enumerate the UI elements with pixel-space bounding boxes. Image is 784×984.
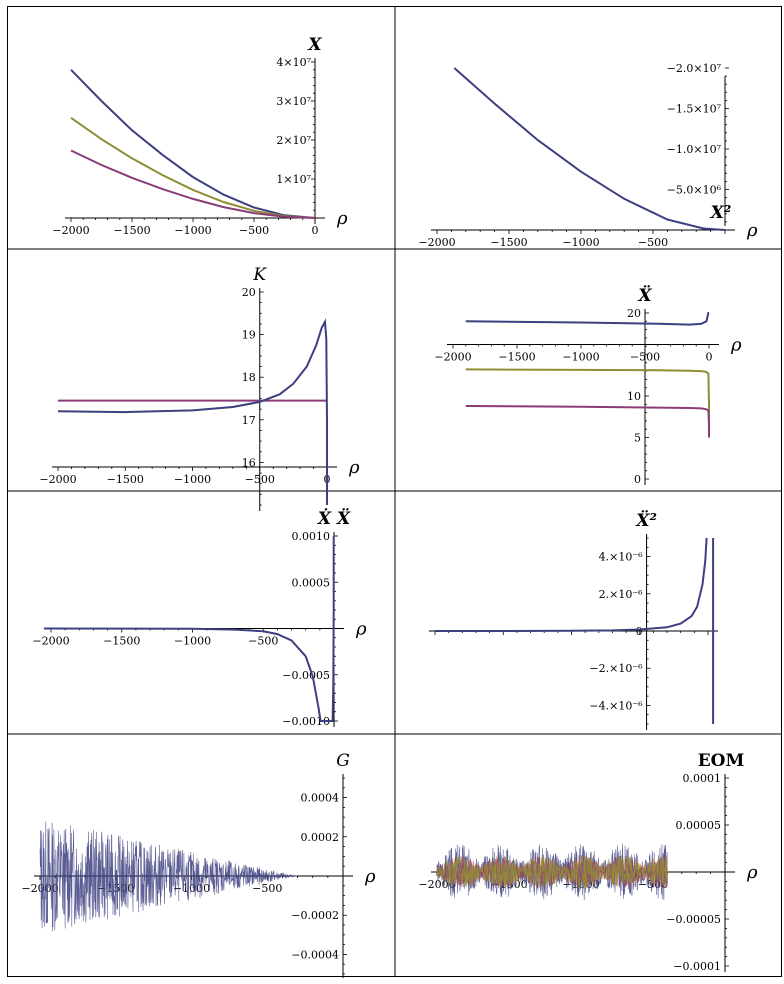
series-blue (435, 537, 708, 632)
x-axis-label: ρ (364, 866, 376, 887)
x-tick-label: −1500 (498, 351, 535, 364)
x-tick-label: −2000 (434, 351, 471, 364)
series-olive (465, 368, 710, 434)
chart-title: EOM (698, 751, 745, 771)
x-tick-label: 0 (706, 351, 713, 364)
x-tick-label: −1000 (562, 351, 599, 364)
y-tick-label: −5.0×10⁶ (667, 184, 722, 197)
x-tick-label: −2000 (52, 224, 89, 237)
y-tick-label: 2.×10⁻⁶ (599, 588, 644, 601)
y-tick-label: 0 (634, 473, 641, 486)
x-tick-label: −1500 (103, 635, 140, 648)
y-tick-label: 17 (242, 414, 256, 427)
x-tick-label: −500 (252, 882, 282, 895)
y-tick-label: −0.0002 (291, 909, 339, 922)
series-olive (70, 116, 316, 219)
x-tick-label: −500 (638, 236, 668, 249)
x-axis-label: ρ (336, 208, 348, 229)
y-tick-label: 1×10⁷ (276, 173, 311, 186)
series-blue (453, 67, 726, 231)
series-purple (70, 149, 316, 219)
y-tick-label: −0.0001 (673, 960, 721, 973)
x-tick-label: −2000 (39, 473, 76, 486)
x-axis-label: ρ (746, 862, 758, 883)
y-tick-label: 0.0001 (683, 772, 722, 785)
y-tick-label: −0.0005 (282, 669, 330, 682)
chart-title: Ẋ Ẍ (317, 508, 351, 529)
y-tick-label: −1.0×10⁷ (667, 143, 722, 156)
x-tick-label: −1000 (174, 635, 211, 648)
plot-x-dot-x-ddot: −2000 −1500 −1000 −500 0.0010 0.0005 −0.0005 −0… (32, 508, 367, 728)
series-blue (70, 69, 316, 219)
noise-trace (436, 855, 668, 889)
x-axis-label: ρ (355, 619, 367, 640)
y-tick-label: 0.0004 (301, 792, 340, 805)
x-tick-label: −2000 (32, 635, 69, 648)
y-tick-label: 3×10⁷ (276, 95, 311, 108)
y-tick-label: −0.00005 (666, 913, 721, 926)
series-blue (43, 536, 335, 722)
y-tick-label: 20 (242, 286, 256, 299)
y-tick-label: 0 (636, 625, 643, 638)
x-tick-label: −1000 (174, 224, 211, 237)
y-tick-label: 18 (242, 371, 256, 384)
y-tick-label: 4.×10⁻⁶ (599, 551, 644, 564)
y-tick-label: 4×10⁷ (276, 56, 311, 69)
x-tick-label: −500 (248, 635, 278, 648)
plot-x: −2000 −1500 −1000 −500 0 1×10⁷ 2×10⁷ 3×10⁷ 4×10⁷… (52, 35, 348, 237)
y-tick-label: 19 (242, 329, 256, 342)
y-tick-label: −0.0010 (282, 715, 330, 728)
y-tick-label: 5 (634, 432, 641, 445)
plot-eom: −2000 −1500 −1000 −5000.00010.00005−0.00005… (418, 751, 758, 973)
plot-x-squared: −2000 −1500 −1000 −500 −5.0×10⁶ −1.0×10⁷ −1.5×… (418, 62, 758, 249)
x-axis-label: ρ (348, 457, 360, 478)
chart-title: X (307, 35, 322, 55)
chart-title: Ẍ (637, 285, 652, 306)
chart-title: Ẍ² (635, 510, 657, 531)
y-tick-label: 0.00005 (676, 819, 722, 832)
y-tick-label: −2.×10⁻⁶ (589, 662, 643, 675)
x-tick-label: −1000 (174, 473, 211, 486)
x-tick-label: −1000 (562, 236, 599, 249)
series-blue (465, 312, 710, 326)
x-tick-label: −1500 (107, 473, 144, 486)
series-blue (57, 318, 328, 505)
x-tick-label: 0 (312, 224, 319, 237)
y-tick-label: 2×10⁷ (276, 134, 311, 147)
chart-title: G (336, 751, 350, 771)
chart-title: K (252, 265, 267, 285)
y-tick-label: 0.0005 (292, 576, 331, 589)
x-axis-label: ρ (746, 220, 758, 241)
plot-grid: −2000 −1500 −1000 −500 0 1×10⁷ 2×10⁷ 3×10⁷ 4×10⁷… (7, 6, 782, 978)
y-tick-label: 10 (627, 390, 641, 403)
plot-x-ddot-squared: 4.×10⁻⁶ 2.×10⁻⁶ 0 −2.×10⁻⁶ −4.×10⁻⁶ Ẍ² (429, 510, 718, 730)
noise-trace (39, 821, 298, 932)
series-purple (465, 405, 710, 438)
x-axis-label: ρ (730, 335, 742, 356)
y-tick-label: −4.×10⁻⁶ (589, 699, 643, 712)
y-tick-label: −0.0004 (291, 948, 339, 961)
chart-title: X² (710, 203, 732, 223)
y-tick-label: 0.0002 (301, 831, 340, 844)
x-tick-label: −2000 (418, 236, 455, 249)
y-tick-label: −2.0×10⁷ (667, 62, 722, 75)
x-tick-label: −1500 (490, 236, 527, 249)
y-tick-label: 0.0010 (292, 530, 331, 543)
y-tick-label: 16 (242, 456, 256, 469)
x-tick-label: −500 (239, 224, 269, 237)
x-tick-label: −1500 (113, 224, 150, 237)
y-tick-label: −1.5×10⁷ (667, 103, 722, 116)
plot-g: −2000 −1500 −1000 −5000.00040.0002−0.0002−0… (21, 751, 376, 978)
y-tick-label: 20 (627, 307, 641, 320)
